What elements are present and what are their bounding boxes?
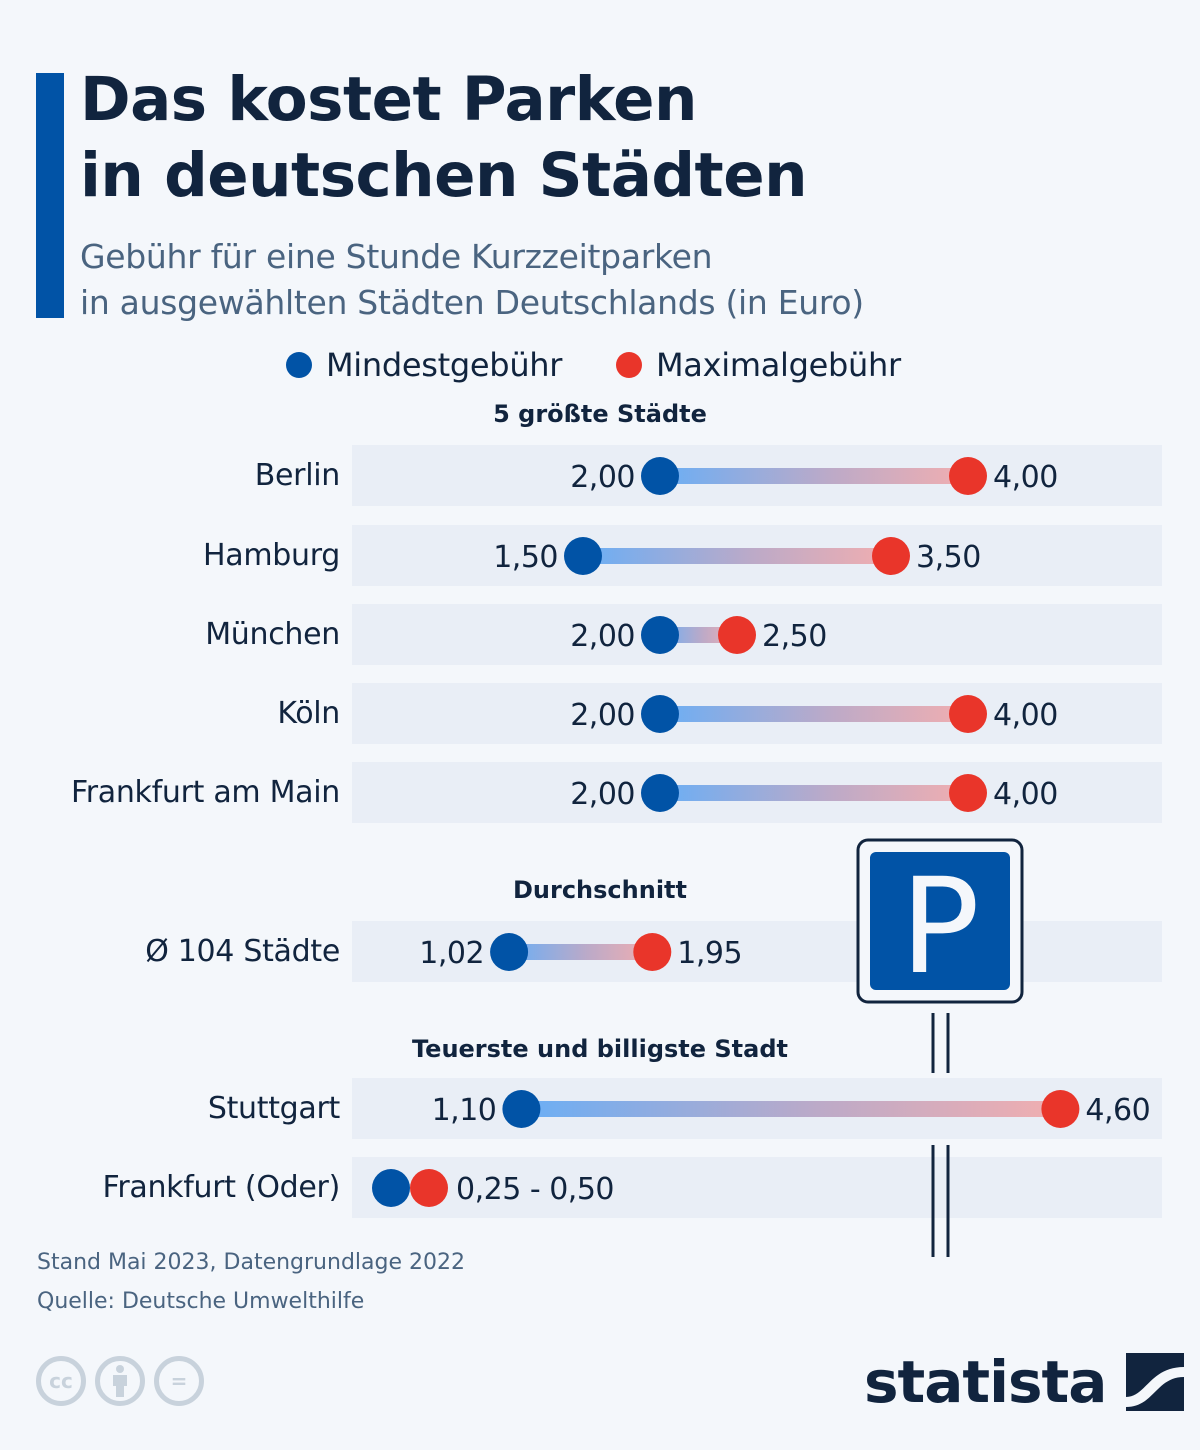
license-icons: cc = — [36, 1356, 204, 1406]
row-background — [352, 1078, 1162, 1139]
city-label: Berlin — [254, 458, 341, 493]
nd-icon[interactable]: = — [154, 1356, 204, 1406]
row-background — [352, 762, 1162, 823]
footer-source: Quelle: Deutsche Umwelthilfe — [37, 1289, 365, 1314]
legend: Mindestgebühr Maximalgebühr — [0, 346, 1200, 390]
subtitle-line-2: in ausgewählten Städten Deutschlands (in… — [80, 283, 864, 322]
brand-name: statista — [864, 1348, 1107, 1416]
city-label: Ø 104 Städte — [145, 934, 340, 969]
subtitle-line-1: Gebühr für eine Stunde Kurzzeitparken — [80, 237, 713, 276]
title-line-2: in deutschen Städten — [80, 140, 808, 211]
row-background — [352, 1157, 1162, 1218]
statista-mark-icon — [1126, 1353, 1185, 1411]
row-background — [352, 683, 1162, 744]
cc-icon[interactable]: cc — [36, 1356, 86, 1406]
legend-dot-max — [616, 352, 642, 378]
chart-title: Das kostet Parken in deutschen Städten — [80, 62, 808, 214]
section-title-average: Durchschnitt — [512, 876, 687, 904]
city-label: Hamburg — [203, 538, 340, 573]
section-title-largest: 5 größte Städte — [493, 400, 707, 428]
footer-note: Stand Mai 2023, Datengrundlage 2022 — [37, 1250, 465, 1275]
row-background — [352, 445, 1162, 506]
legend-dot-min — [286, 352, 312, 378]
city-label: Stuttgart — [207, 1091, 340, 1126]
legend-item-max: Maximalgebühr — [616, 346, 901, 384]
city-label: Frankfurt am Main — [70, 775, 340, 810]
statista-logo[interactable]: statista — [864, 1348, 1185, 1416]
legend-label-min: Mindestgebühr — [326, 346, 563, 384]
row-background — [352, 921, 1162, 982]
row-background — [352, 604, 1162, 665]
legend-item-min: Mindestgebühr — [286, 346, 562, 384]
city-label: Köln — [277, 696, 340, 731]
legend-label-max: Maximalgebühr — [656, 346, 901, 384]
row-background — [352, 525, 1162, 586]
city-label: Frankfurt (Oder) — [102, 1170, 341, 1205]
title-line-1: Das kostet Parken — [80, 64, 697, 135]
section-title-extremes: Teuerste und billigste Stadt — [411, 1035, 789, 1063]
by-icon[interactable] — [95, 1356, 145, 1406]
chart-subtitle: Gebühr für eine Stunde Kurzzeitparken in… — [80, 234, 864, 326]
city-label: München — [205, 617, 340, 652]
accent-bar — [36, 73, 64, 318]
